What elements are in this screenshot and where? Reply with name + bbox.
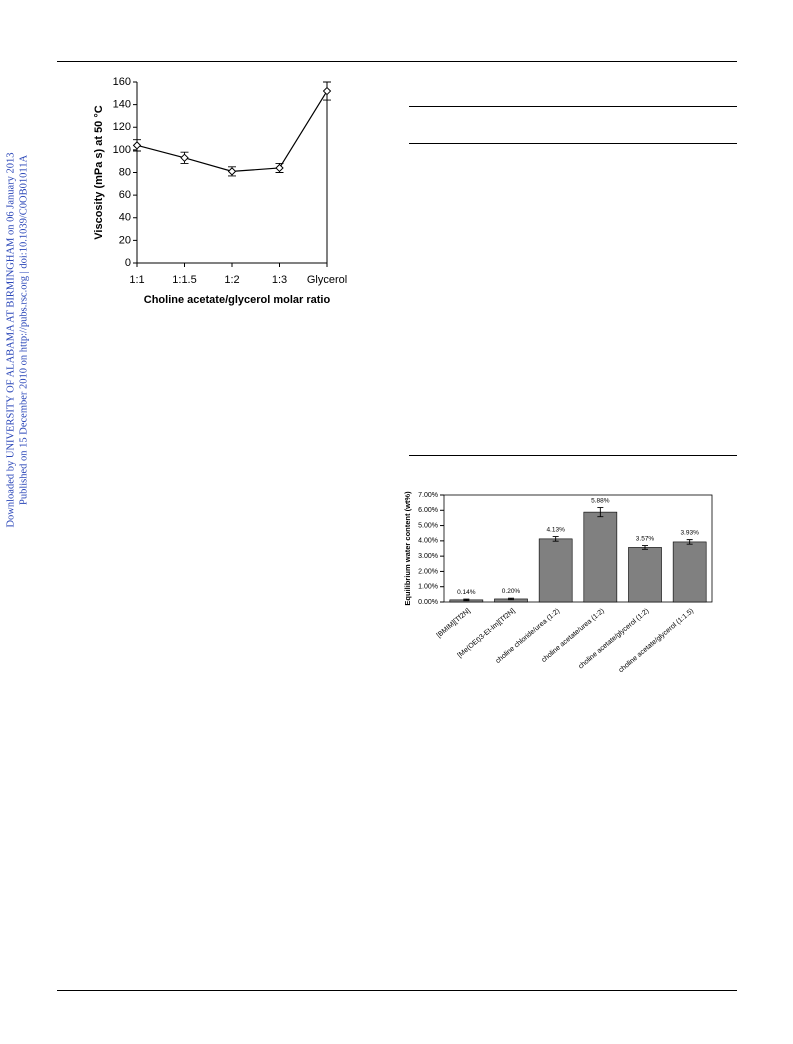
y-tick-label: 1.00%: [418, 584, 438, 591]
y-tick-label: 0: [125, 257, 131, 269]
bar: [538, 538, 573, 603]
sidebar-text: Downloaded by UNIVERSITY OF ALABAMA AT B…: [5, 152, 16, 527]
y-tick-label: 100: [113, 144, 131, 156]
y-tick-label: 160: [113, 76, 131, 88]
bar: [628, 547, 662, 603]
value-label: 3.93%: [680, 529, 699, 536]
y-tick-label: 120: [113, 121, 131, 133]
x-tick-label: 1:3: [272, 274, 287, 286]
bar: [583, 511, 618, 603]
error-bar: [552, 536, 559, 542]
error-bar: [597, 507, 604, 518]
value-label: 3.57%: [636, 535, 655, 542]
error-bar: [686, 539, 693, 545]
y-tick-label: 60: [119, 189, 131, 201]
y-tick-label: 5.00%: [418, 522, 438, 529]
y-tick-label: 7.00%: [418, 492, 438, 499]
plot-frame: [443, 494, 713, 603]
point: [180, 153, 189, 163]
y-tick-label: 3.00%: [418, 553, 438, 560]
y-tick-label: 0.00%: [418, 599, 438, 606]
x-tick-label: 1:1.5: [172, 274, 196, 286]
point: [275, 163, 284, 173]
point: [322, 86, 332, 96]
error-bar: [642, 545, 648, 550]
value-label: 5.88%: [591, 497, 610, 504]
y-tick-label: 2.00%: [418, 568, 438, 575]
sidebar-text: Published on 15 December 2010 on http://…: [18, 155, 29, 505]
value-label: 4.13%: [546, 526, 565, 533]
x-axis-label: Choline acetate/glycerol molar ratio: [144, 294, 331, 306]
value-label: 0.14%: [457, 589, 476, 596]
x-tick-label: 1:1: [129, 274, 144, 286]
y-tick-label: 6.00%: [418, 507, 438, 514]
error-bar: [463, 598, 470, 602]
y-tick-label: 140: [113, 99, 131, 111]
error-bar: [508, 597, 514, 601]
y-tick-label: 20: [119, 234, 131, 246]
y-tick-label: 40: [119, 212, 131, 224]
value-label: 0.20%: [502, 588, 521, 595]
x-tick-label: Glycerol: [307, 274, 347, 286]
y-tick-label: 4.00%: [418, 538, 438, 545]
point: [227, 167, 237, 176]
x-tick-label: 1:2: [224, 274, 239, 286]
y-tick-label: 80: [119, 166, 131, 178]
bar: [672, 541, 707, 603]
y-axis-label: Viscosity (mPa s) at 50 °C: [93, 105, 105, 239]
point: [132, 141, 142, 150]
y-axis-label: Equilibrium water content (wt%): [403, 491, 412, 606]
